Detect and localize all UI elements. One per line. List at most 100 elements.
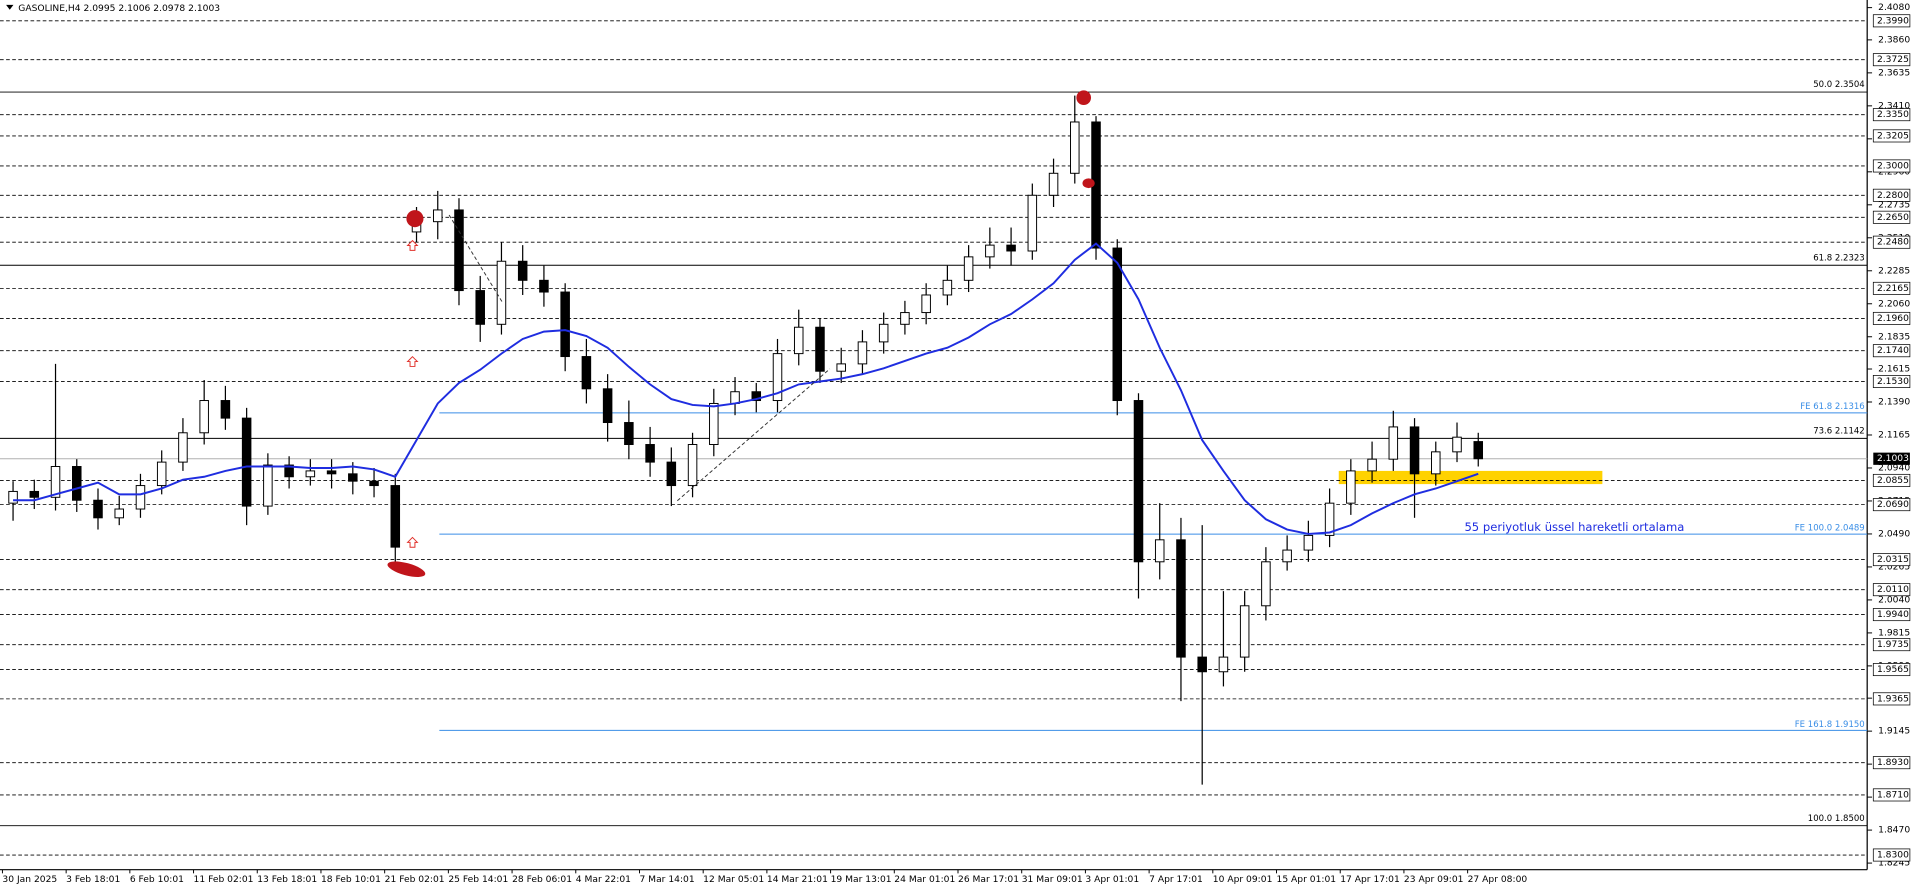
level-label: 2.3350 <box>1877 110 1909 120</box>
level-label: 2.3000 <box>1877 161 1909 171</box>
candle-body <box>963 256 974 281</box>
x-tick-label: 6 Feb 10:01 <box>130 875 184 885</box>
candle-body <box>29 490 40 498</box>
candle-body <box>432 209 443 223</box>
candle-body <box>1452 436 1462 453</box>
level-label: 1.9565 <box>1877 665 1909 675</box>
candle-body <box>72 466 82 501</box>
level-label: 2.0855 <box>1877 476 1909 486</box>
x-tick-label: 4 Mar 22:01 <box>576 875 631 885</box>
candle-body <box>539 279 549 293</box>
x-tick-label: 19 Mar 13:01 <box>831 875 892 885</box>
ema-annotation: 55 periyotluk üssel hareketli ortalama <box>1464 520 1684 534</box>
candle-body <box>730 391 740 404</box>
candle-body <box>241 417 252 507</box>
candle-body <box>390 485 401 548</box>
level-box <box>1872 210 1911 224</box>
x-tick-label: 24 Mar 01:01 <box>894 875 955 885</box>
level-box <box>1872 53 1911 67</box>
x-tick-label: 15 Apr 01:01 <box>1277 875 1337 885</box>
candle-body <box>369 480 379 487</box>
zigzag <box>448 214 504 304</box>
candle-body <box>793 326 804 355</box>
level-box <box>1872 553 1911 567</box>
x-tick-label: 7 Apr 17:01 <box>1149 875 1203 885</box>
candle-body <box>772 353 783 402</box>
level-box <box>1872 498 1911 512</box>
candle-body <box>624 422 634 446</box>
arrow-up <box>406 536 419 548</box>
candle-body <box>475 290 485 325</box>
level-label: 2.3990 <box>1877 16 1909 26</box>
y-tick-label: 2.3410 <box>1878 101 1910 111</box>
candle-body <box>921 294 931 314</box>
candle-body <box>815 326 825 372</box>
level-box <box>1872 375 1911 388</box>
x-tick-label: 11 Feb 02:01 <box>194 875 254 885</box>
y-tick-label: 2.0040 <box>1878 595 1910 605</box>
level-label: 2.2165 <box>1877 284 1909 294</box>
level-box <box>1872 108 1911 122</box>
x-tick-label: 14 Mar 21:01 <box>767 875 828 885</box>
candle-body <box>135 485 146 510</box>
fe-label: FE 100.0 2.0489 <box>1795 523 1865 533</box>
x-tick-label: 12 Mar 05:01 <box>703 875 764 885</box>
level-label: 1.9940 <box>1877 610 1909 620</box>
y-tick-label: 2.2735 <box>1878 200 1910 210</box>
level-box <box>1872 663 1911 677</box>
x-tick-label: 26 Mar 17:01 <box>958 875 1019 885</box>
level-label: 2.3725 <box>1877 55 1909 65</box>
candle-body <box>1367 458 1377 472</box>
y-tick-label: 2.2285 <box>1878 266 1910 276</box>
y-tick-label: 2.3860 <box>1878 35 1910 45</box>
candle-body <box>8 490 18 504</box>
arrow-up <box>406 239 419 251</box>
candle-body <box>496 260 507 325</box>
candle-body <box>666 461 677 487</box>
y-tick-label: 2.0265 <box>1878 562 1910 572</box>
candle-body <box>1112 247 1123 402</box>
level-box <box>1872 188 1911 202</box>
zigzag <box>676 368 831 502</box>
candle-body <box>602 388 613 424</box>
level-box <box>1872 638 1911 652</box>
x-tick-label: 7 Mar 14:01 <box>639 875 694 885</box>
candle-body <box>1388 426 1399 460</box>
x-tick-label: 27 Apr 08:00 <box>1468 875 1528 885</box>
candle-body <box>900 312 910 325</box>
level-box <box>1872 235 1911 249</box>
candle-body <box>326 470 337 475</box>
x-tick-label: 3 Feb 18:01 <box>66 875 120 885</box>
level-label: 2.0110 <box>1877 585 1909 595</box>
x-tick-label: 13 Feb 18:01 <box>257 875 317 885</box>
x-tick-label: 31 Mar 09:01 <box>1022 875 1083 885</box>
y-tick-label: 2.1835 <box>1878 332 1910 342</box>
marker <box>406 210 424 228</box>
fe-label: FE 161.8 1.9150 <box>1795 720 1865 730</box>
last-price-box <box>1873 452 1910 465</box>
y-tick-label: 1.8245 <box>1878 859 1910 869</box>
x-tick-label: 10 Apr 09:01 <box>1213 875 1273 885</box>
level-label: 1.9365 <box>1877 694 1909 704</box>
level-label: 2.0315 <box>1877 555 1909 565</box>
marker <box>1076 90 1092 106</box>
candle-body <box>454 209 464 292</box>
y-tick-label: 2.4080 <box>1878 3 1910 13</box>
level-label: 1.8300 <box>1877 851 1909 861</box>
candle-body <box>1048 172 1059 196</box>
y-tick-label: 1.9815 <box>1878 628 1910 638</box>
candle-body <box>1473 441 1484 460</box>
candle-body <box>645 444 655 463</box>
level-box <box>1872 473 1911 487</box>
level-label: 2.2480 <box>1877 238 1909 248</box>
ema-line <box>13 242 1479 535</box>
candle-body <box>220 400 231 419</box>
candle-body <box>1070 121 1080 174</box>
candle-body <box>687 444 698 487</box>
last-price-label: 2.1003 <box>1877 454 1909 464</box>
fib-label: 50.0 2.3504 <box>1813 80 1865 90</box>
marker <box>1082 178 1095 189</box>
level-box <box>1872 756 1911 770</box>
level-label: 2.1960 <box>1877 314 1909 324</box>
candle-body <box>263 464 273 507</box>
